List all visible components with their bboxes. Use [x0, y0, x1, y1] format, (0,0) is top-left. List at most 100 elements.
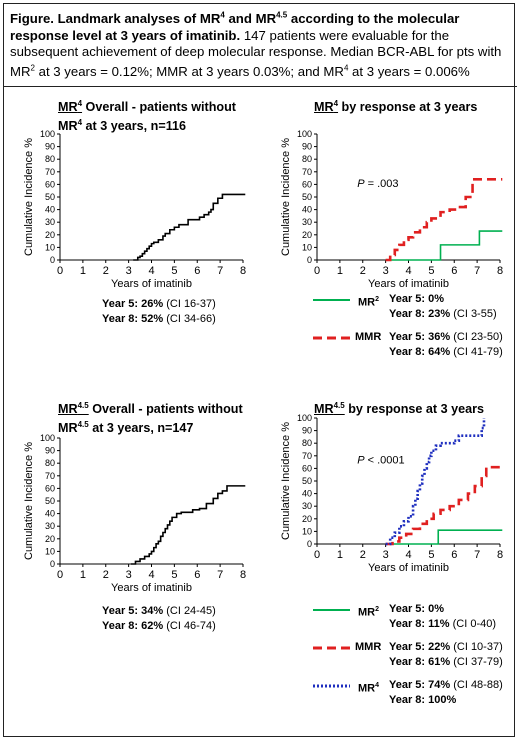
x-tick-label: 6	[451, 549, 457, 561]
axes: 0 10 20 30 40 50 60 70 80 90 100 0 1 2 3 4 5 6 7 8	[297, 129, 503, 277]
y-tick-label: 20	[302, 230, 312, 240]
legend-swatch-mmr	[313, 646, 350, 650]
chart-bl: 0 10 20 30 40 50 60 70 80 90 100 0 1 2 3 4 5 6 7 8 Years of …	[23, 433, 246, 594]
legend-stat: Year 8: 23% (CI 3-55)	[389, 308, 497, 320]
x-tick-label: 2	[360, 265, 366, 277]
x-tick-label: 2	[103, 265, 109, 277]
x-tick-label: 7	[217, 569, 223, 581]
panel-title-bl: MR4.5 Overall - patients without MR4.5 at…	[58, 398, 243, 436]
legend-stat: Year 5: 0%	[389, 293, 445, 305]
legend-row: Year 8: 64% (CI 41-79)	[312, 345, 512, 360]
stat-ci: (CI 16-37)	[166, 298, 216, 310]
x-tick-label: 1	[80, 569, 86, 581]
stat-value: Year 5: 26%	[102, 298, 167, 310]
stat-row: Year 8: 62% (CI 46-74)	[102, 619, 216, 634]
y-tick-label: 50	[45, 192, 55, 202]
legend-name: MMR	[355, 331, 382, 343]
y-tick-label: 70	[302, 167, 312, 177]
y-tick-label: 20	[45, 534, 55, 544]
legend-stat: Year 5: 22% (CI 10-37)	[389, 641, 503, 653]
legend-name: MR4	[358, 682, 380, 695]
legend-stat: Year 5: 0%	[389, 603, 445, 615]
legend-stat: Year 8: 100%	[389, 694, 457, 706]
legend-row: MMR Year 5: 22% (CI 10-37)	[312, 640, 512, 655]
x-tick-label: 5	[171, 569, 177, 581]
y-tick-label: 80	[302, 438, 312, 448]
stat-value: Year 5: 34%	[102, 605, 167, 617]
y-axis-label: Cumulative Incidence %	[280, 422, 292, 540]
legend-swatch-mr2	[313, 609, 350, 611]
legend-swatch-mr4	[313, 684, 350, 688]
panel-title-br: MR4.5 by response at 3 years	[314, 398, 484, 417]
legend-stat: Year 8: 61% (CI 37-79)	[389, 656, 503, 668]
x-tick-label: 5	[171, 265, 177, 277]
x-axis-label: Years of imatinib	[368, 562, 449, 574]
x-tick-label: 7	[474, 549, 480, 561]
figure-caption: Figure. Landmark analyses of MR4 and MR4…	[10, 8, 510, 81]
y-tick-label: 0	[307, 255, 312, 265]
legend-stat: Year 5: 36% (CI 23-50)	[389, 331, 503, 343]
stats-tl: Year 5: 26% (CI 16-37) Year 8: 52% (CI 34…	[102, 297, 216, 327]
y-tick-label: 90	[302, 426, 312, 436]
series-mmr-line	[385, 178, 503, 262]
x-tick-label: 5	[428, 265, 434, 277]
y-tick-label: 100	[297, 129, 312, 139]
x-tick-label: 3	[126, 265, 132, 277]
stat-row: Year 5: 26% (CI 16-37)	[102, 297, 216, 312]
p-value: P < .0001	[357, 454, 404, 466]
caption-bold: Figure. Landmark analyses of MR4 and MR4…	[10, 11, 460, 43]
y-tick-label: 0	[50, 559, 55, 569]
y-tick-label: 90	[45, 446, 55, 456]
y-tick-label: 10	[302, 526, 312, 536]
x-tick-label: 8	[497, 549, 503, 561]
x-axis-label: Years of imatinib	[111, 582, 192, 594]
y-tick-label: 10	[302, 242, 312, 252]
y-tick-label: 40	[302, 489, 312, 499]
x-tick-label: 8	[240, 569, 246, 581]
legend-group-mmr: MMR Year 5: 36% (CI 23-50) Year 8: 64% (CI…	[312, 330, 512, 360]
y-tick-label: 20	[45, 230, 55, 240]
legend-name: MR2	[358, 606, 380, 619]
x-tick-label: 8	[240, 265, 246, 277]
y-tick-label: 50	[45, 496, 55, 506]
caption-normal: 147 patients were evaluable for the subs…	[10, 27, 502, 80]
y-tick-label: 20	[302, 514, 312, 524]
x-tick-label: 0	[314, 265, 320, 277]
panel-title-line2: MR4.5 at 3 years, n=147	[58, 420, 194, 436]
panel-title-mr: MR4.5	[58, 401, 89, 417]
x-tick-label: 0	[57, 569, 63, 581]
x-tick-label: 8	[497, 265, 503, 277]
x-tick-label: 1	[337, 549, 343, 561]
y-tick-label: 0	[307, 539, 312, 549]
y-tick-label: 90	[45, 142, 55, 152]
legend-row: MMR Year 5: 36% (CI 23-50)	[312, 330, 512, 345]
legend-stat: Year 8: 64% (CI 41-79)	[389, 346, 503, 358]
y-tick-label: 80	[45, 458, 55, 468]
stat-ci: (CI 46-74)	[166, 620, 216, 632]
y-tick-label: 70	[302, 451, 312, 461]
x-tick-label: 6	[451, 265, 457, 277]
chart-tl: 0 10 20 30 40 50 60 70 80 90 100 0 1 2 3 4 5 6 7 8 Years of …	[23, 129, 246, 290]
panel-title-text: Overall - patients without	[88, 402, 243, 417]
x-tick-label: 3	[383, 549, 389, 561]
legend-name: MR2	[358, 296, 380, 309]
x-tick-label: 2	[360, 549, 366, 561]
legend-stat: Year 8: 11% (CI 0-40)	[389, 618, 497, 630]
y-tick-label: 30	[45, 521, 55, 531]
legend-stat: Year 5: 74% (CI 48-88)	[389, 679, 503, 691]
panel-title-text: by response at 3 years	[338, 100, 478, 115]
x-tick-label: 2	[103, 569, 109, 581]
axes: 0 10 20 30 40 50 60 70 80 90 100 0 1 2 3 4 5 6 7 8	[297, 413, 503, 561]
y-axis-label: Cumulative Incidence %	[23, 442, 35, 560]
stat-row: Year 8: 52% (CI 34-66)	[102, 312, 216, 327]
y-tick-label: 10	[45, 242, 55, 252]
y-tick-label: 30	[302, 501, 312, 511]
legend-name: MMR	[355, 641, 382, 653]
legend-group-mr4: MR4 Year 5: 74% (CI 48-88) Year 8: 100%	[312, 678, 512, 708]
y-tick-label: 70	[45, 471, 55, 481]
panel-title-mr: MR4	[58, 99, 83, 115]
panel-title-line2: MR4 at 3 years, n=116	[58, 118, 187, 134]
panel-title-mr: MR4.5	[314, 401, 345, 417]
series-overall-line	[133, 193, 246, 261]
x-tick-label: 4	[148, 569, 154, 581]
